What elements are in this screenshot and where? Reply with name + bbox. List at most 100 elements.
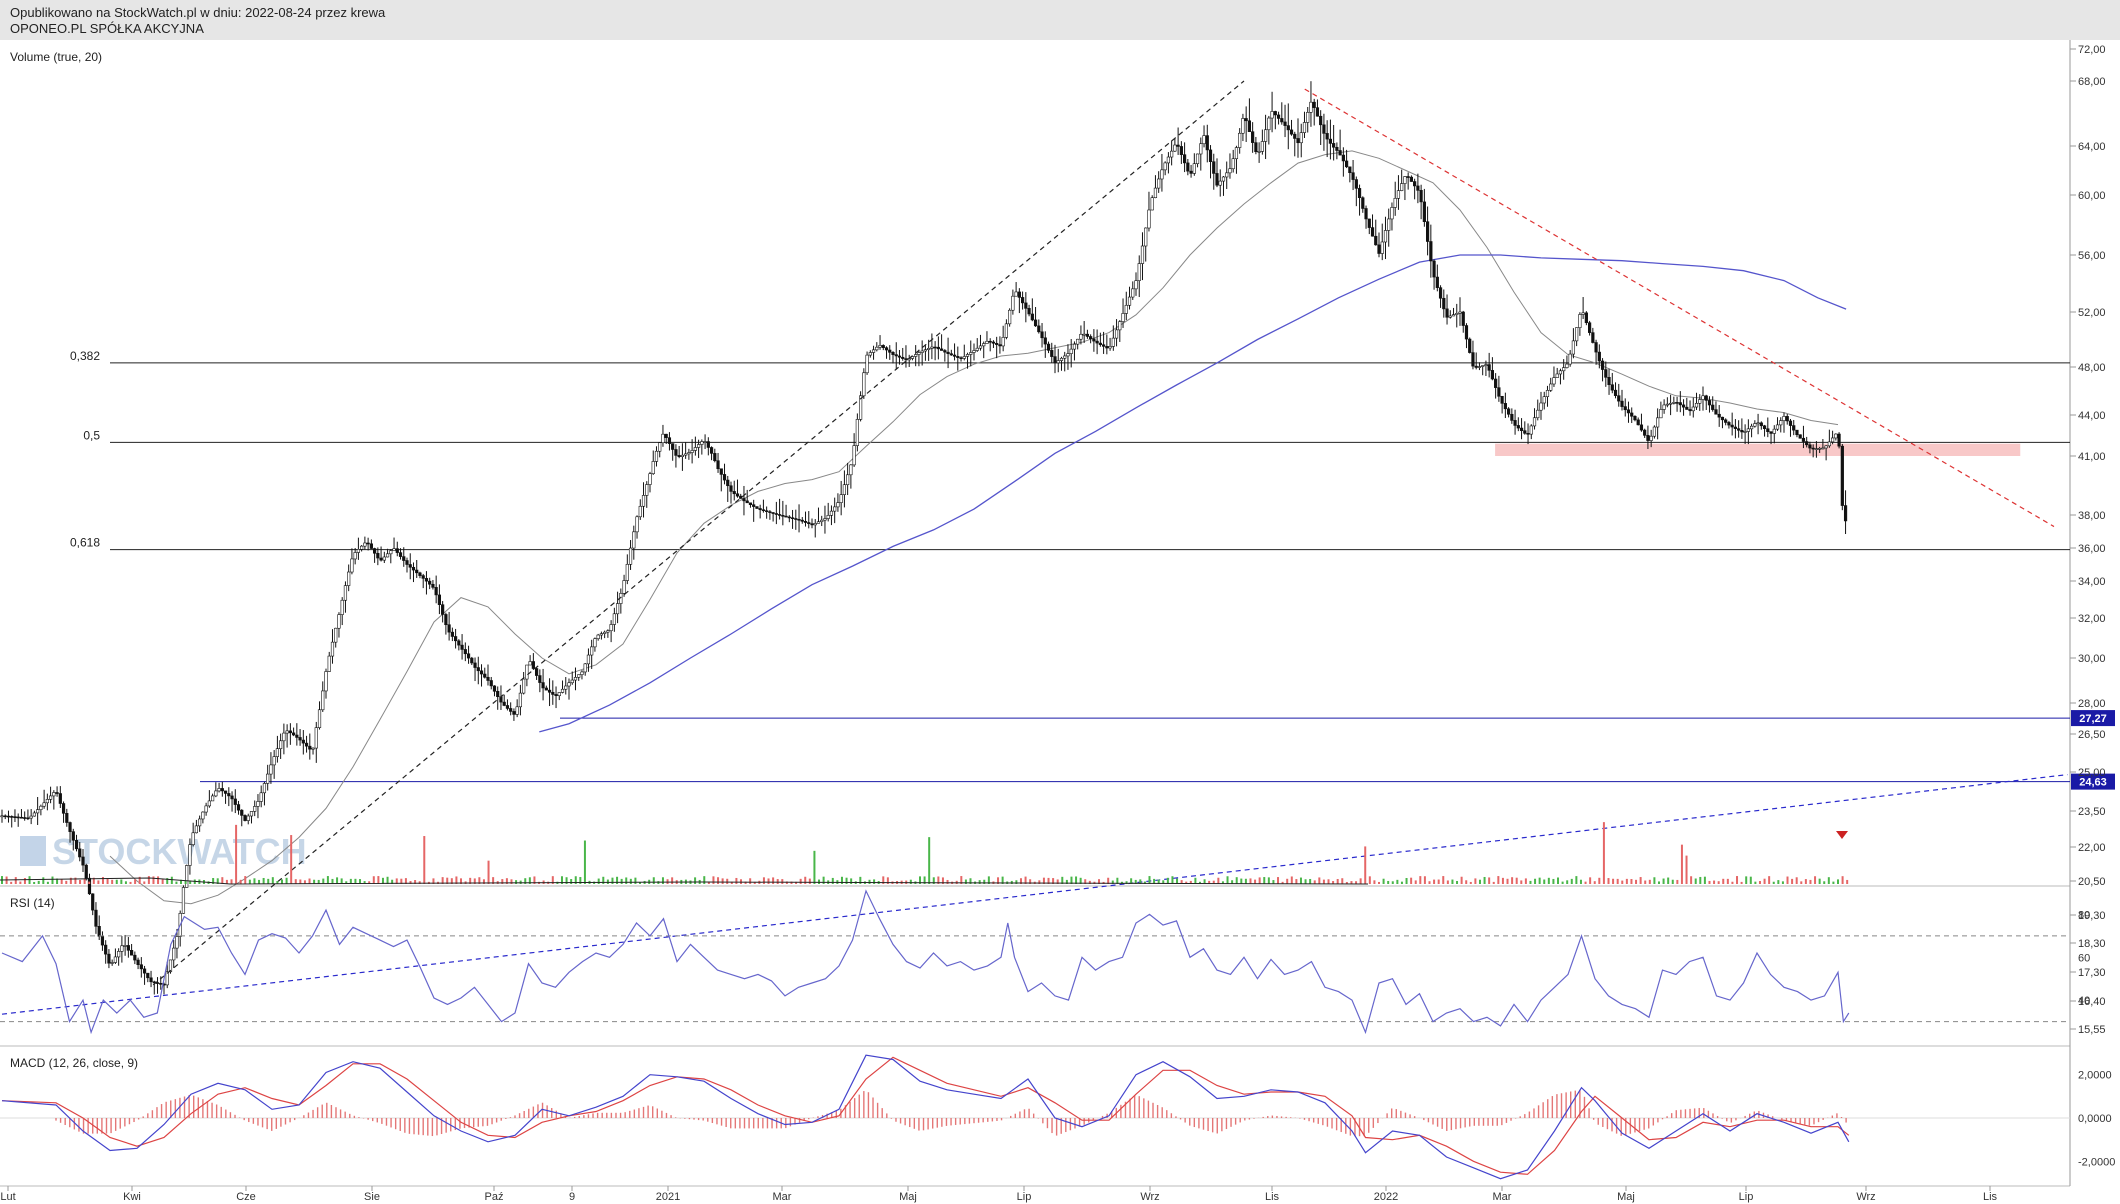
- candle-body: [1814, 448, 1818, 450]
- candle-body: [78, 848, 82, 858]
- candle-body: [1089, 336, 1093, 340]
- volume-bar: [602, 876, 605, 884]
- candle-body: [123, 945, 127, 947]
- volume-bar: [1079, 877, 1082, 884]
- candle-body: [1792, 425, 1796, 431]
- candle-body: [3, 815, 7, 818]
- candle-body: [1455, 313, 1459, 315]
- volume-bar: [1244, 878, 1247, 884]
- volume-bar: [1469, 881, 1472, 884]
- trendline: [1304, 88, 2055, 528]
- candle-body: [1464, 325, 1469, 340]
- price-tick-label: 48,00: [2078, 362, 2106, 374]
- candle-body: [1225, 172, 1229, 178]
- candle-body: [1338, 150, 1342, 156]
- candle-body: [1766, 428, 1770, 432]
- volume-bar: [423, 836, 426, 884]
- candle-body: [1565, 363, 1569, 368]
- volume-bar: [308, 878, 311, 884]
- volume-bar: [88, 881, 91, 884]
- price-tick-label: 16,40: [2078, 996, 2106, 1008]
- volume-bar: [712, 876, 715, 884]
- candle-body: [1160, 169, 1164, 180]
- volume-bar: [868, 879, 871, 884]
- candle-body: [1218, 180, 1222, 186]
- volume-bar: [597, 878, 600, 884]
- volume-bar: [983, 879, 986, 884]
- stock-chart[interactable]: STOCKWATCH Volume (true, 20) RSI (14) MA…: [0, 40, 2120, 1204]
- candle-body: [654, 450, 659, 462]
- volume-bar: [354, 878, 357, 884]
- volume-bar: [1492, 881, 1495, 884]
- volume-bar: [1212, 880, 1215, 884]
- candle-body: [1562, 367, 1566, 372]
- candle-body: [1665, 403, 1669, 406]
- volume-bar: [822, 876, 825, 884]
- volume-bar: [1116, 877, 1119, 884]
- volume-bar: [10, 881, 13, 884]
- candle-body: [1753, 423, 1757, 427]
- watermark: STOCKWATCH: [20, 831, 307, 872]
- candle-body: [223, 790, 228, 794]
- candle-body: [324, 671, 328, 692]
- candle-body: [512, 711, 516, 715]
- candle-body: [340, 599, 344, 615]
- candle-body: [1681, 404, 1686, 408]
- volume-bar: [170, 876, 173, 884]
- volume-bar: [579, 877, 582, 884]
- time-tick-label: Maj: [899, 1191, 917, 1203]
- volume-bar: [560, 876, 563, 884]
- watermark-logo-icon: [20, 836, 46, 866]
- volume-bar: [1056, 879, 1059, 884]
- candle-body: [628, 547, 633, 565]
- volume-bar: [1566, 880, 1569, 884]
- candle-body: [1393, 198, 1397, 208]
- volume-bar: [1098, 879, 1101, 884]
- volume-bar: [726, 878, 729, 884]
- candle-body: [1030, 313, 1034, 321]
- candle-body: [651, 461, 655, 475]
- time-tick-label: Mar: [1493, 1191, 1512, 1203]
- candle-body: [661, 433, 665, 444]
- candle-body: [807, 522, 811, 525]
- candle-body: [803, 521, 808, 523]
- volume-bar: [1226, 876, 1229, 884]
- candle-body: [194, 825, 199, 834]
- candle-body: [1195, 153, 1200, 164]
- candle-body: [1231, 158, 1235, 170]
- volume-bar: [1708, 880, 1711, 884]
- price-tick-label: 23,50: [2078, 806, 2106, 818]
- candle-body: [1046, 343, 1051, 351]
- volume-bar: [882, 876, 885, 884]
- volume-bar: [1143, 881, 1146, 884]
- volume-bar: [1277, 877, 1280, 884]
- volume-bar: [1579, 879, 1582, 884]
- candle-body: [1643, 429, 1647, 436]
- candle-body: [674, 449, 678, 456]
- candle-body: [771, 512, 775, 514]
- candle-body: [1759, 422, 1763, 427]
- candle-body: [502, 701, 506, 706]
- volume-bar: [248, 879, 251, 884]
- volume-bar: [111, 879, 114, 884]
- volume-bar: [1814, 876, 1817, 884]
- candle-body: [706, 441, 710, 448]
- volume-bar: [1561, 881, 1564, 884]
- candle-body: [1179, 146, 1183, 155]
- candle-body: [1406, 176, 1410, 178]
- volume-bar: [189, 880, 192, 884]
- candle-body: [1199, 143, 1203, 155]
- candle-body: [525, 664, 529, 680]
- rsi-tick-label: 60: [2078, 952, 2090, 964]
- candle-body: [1510, 413, 1514, 421]
- candle-body: [1066, 353, 1070, 357]
- volume-bar: [147, 876, 150, 884]
- volume-bar: [840, 876, 843, 884]
- volume-bar: [97, 880, 100, 884]
- candle-body: [703, 441, 707, 443]
- candle-body: [1095, 340, 1099, 344]
- candle-body: [1588, 322, 1592, 333]
- candle-body: [1332, 143, 1336, 148]
- candle-body: [48, 795, 53, 800]
- candle-body: [126, 945, 130, 951]
